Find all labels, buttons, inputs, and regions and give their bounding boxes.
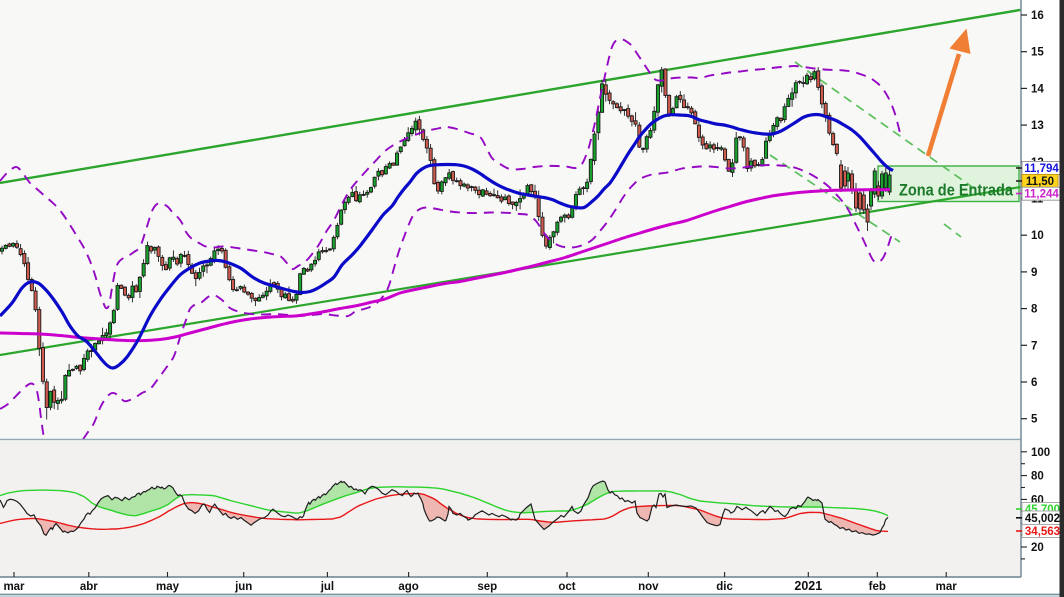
svg-text:13: 13: [1031, 120, 1044, 132]
svg-text:mar: mar: [3, 581, 25, 593]
svg-text:5: 5: [1031, 414, 1038, 426]
svg-text:2021: 2021: [794, 579, 822, 593]
svg-text:nov: nov: [638, 581, 659, 593]
svg-text:jul: jul: [320, 581, 334, 593]
svg-text:34,563: 34,563: [1025, 526, 1060, 538]
svg-text:100: 100: [1031, 447, 1050, 459]
svg-text:8: 8: [1031, 304, 1038, 316]
svg-text:dic: dic: [716, 581, 733, 593]
svg-text:feb: feb: [869, 581, 886, 593]
svg-text:sep: sep: [477, 581, 497, 593]
svg-text:11,794: 11,794: [1024, 163, 1059, 175]
svg-text:jun: jun: [234, 581, 252, 593]
svg-text:oct: oct: [558, 581, 575, 593]
svg-text:20: 20: [1031, 542, 1044, 554]
svg-text:ago: ago: [398, 581, 418, 593]
svg-text:11,244: 11,244: [1024, 189, 1059, 201]
svg-text:16: 16: [1031, 10, 1044, 22]
svg-text:mar: mar: [936, 581, 958, 593]
svg-text:15: 15: [1031, 47, 1044, 59]
svg-text:abr: abr: [80, 581, 98, 593]
svg-text:may: may: [156, 581, 180, 593]
svg-text:9: 9: [1031, 267, 1037, 279]
svg-text:7: 7: [1031, 340, 1037, 352]
svg-text:11,50: 11,50: [1026, 176, 1054, 188]
svg-text:45,002: 45,002: [1025, 513, 1060, 525]
svg-text:6: 6: [1031, 377, 1037, 389]
svg-text:10: 10: [1031, 230, 1044, 242]
svg-text:80: 80: [1031, 471, 1044, 483]
svg-text:14: 14: [1031, 83, 1044, 95]
svg-text:Zona de Entrada: Zona de Entrada: [899, 181, 1013, 200]
